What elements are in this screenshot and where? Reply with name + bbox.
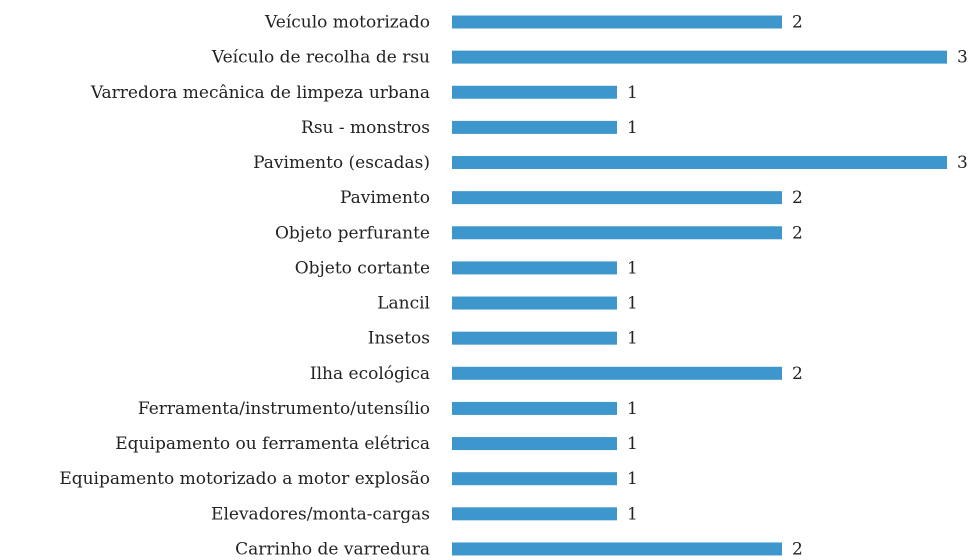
value-label: 1 xyxy=(627,329,638,349)
value-label: 3 xyxy=(957,48,968,68)
category-label: Veículo motorizado xyxy=(264,13,430,33)
value-label: 2 xyxy=(792,223,803,243)
category-label: Objeto perfurante xyxy=(275,223,430,243)
bar xyxy=(452,472,617,486)
category-label: Pavimento xyxy=(340,188,430,208)
bar xyxy=(452,85,617,99)
bar xyxy=(452,331,617,345)
value-label: 1 xyxy=(627,399,638,419)
category-label: Ilha ecológica xyxy=(310,364,430,384)
value-label: 1 xyxy=(627,469,638,489)
category-label: Objeto cortante xyxy=(295,258,430,278)
category-label: Veículo de recolha de rsu xyxy=(211,48,430,68)
value-label: 2 xyxy=(792,13,803,33)
value-label: 1 xyxy=(627,258,638,278)
value-label: 2 xyxy=(792,364,803,384)
value-label: 1 xyxy=(627,83,638,103)
bar xyxy=(452,156,947,170)
bar xyxy=(452,437,617,451)
bar xyxy=(452,191,782,205)
category-label: Ferramenta/instrumento/utensílio xyxy=(138,399,430,419)
value-label: 1 xyxy=(627,294,638,314)
bar xyxy=(452,401,617,415)
bar xyxy=(452,120,617,134)
value-label: 3 xyxy=(957,153,968,173)
category-label: Lancil xyxy=(377,294,430,314)
value-label: 2 xyxy=(792,539,803,559)
bar xyxy=(452,226,782,240)
bar xyxy=(452,507,617,521)
bar xyxy=(452,261,617,275)
bar xyxy=(452,15,782,29)
bar xyxy=(452,296,617,310)
category-label: Elevadores/monta-cargas xyxy=(211,504,430,524)
category-label: Equipamento ou ferramenta elétrica xyxy=(115,434,430,454)
category-label: Carrinho de varredura xyxy=(235,539,430,559)
value-label: 1 xyxy=(627,118,638,138)
category-label: Equipamento motorizado a motor explosão xyxy=(59,469,430,489)
category-label: Rsu - monstros xyxy=(301,118,430,138)
value-label: 2 xyxy=(792,188,803,208)
bar xyxy=(452,542,782,556)
category-label: Insetos xyxy=(368,329,430,349)
bar xyxy=(452,366,782,380)
value-label: 1 xyxy=(627,504,638,524)
bar xyxy=(452,50,947,64)
value-label: 1 xyxy=(627,434,638,454)
category-label: Pavimento (escadas) xyxy=(253,153,430,173)
category-label: Varredora mecânica de limpeza urbana xyxy=(90,83,430,103)
